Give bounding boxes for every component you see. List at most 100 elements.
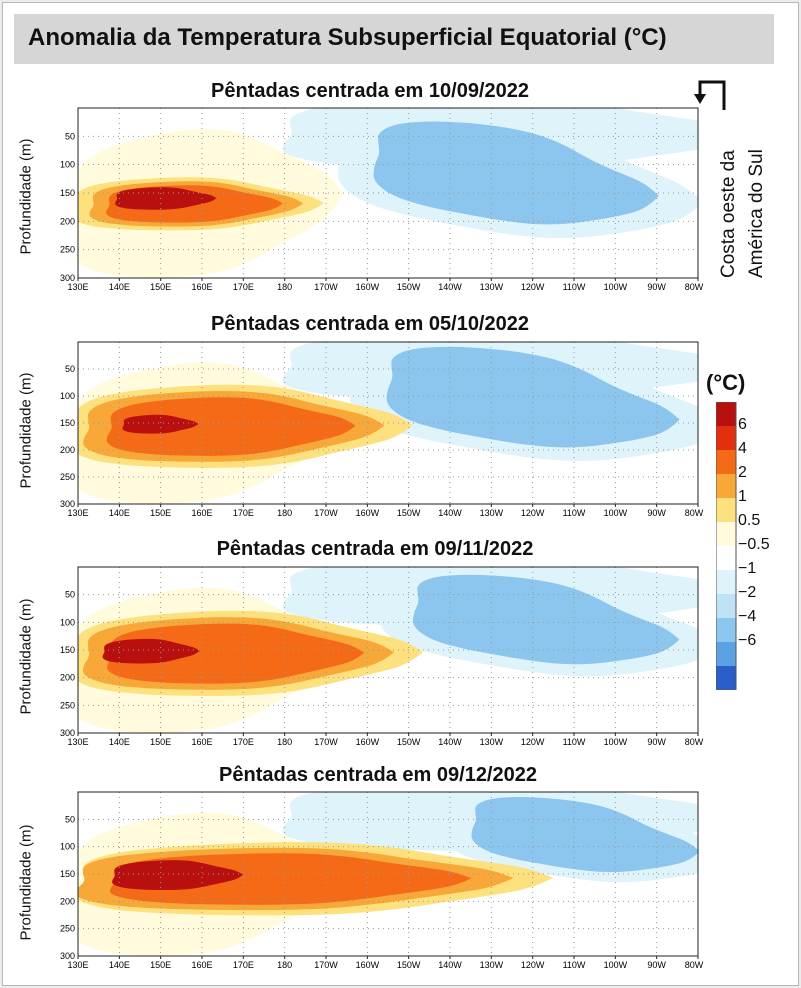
x-tick-label: 160E [191,508,212,518]
y-tick-label: 300 [60,728,75,738]
colorbar-tick-label: 4 [738,440,747,457]
y-tick-label: 50 [65,814,75,824]
colorbar-swatch [716,546,736,571]
colorbar-tick-label: −4 [738,608,757,625]
x-tick-label: 140W [438,737,462,747]
heatmap-panel-2: 130E 140E 150E 160E 170E 180 170W 160W 150W 140W 1… [60,341,704,518]
y-tick-label: 200 [60,445,75,455]
y-tick-label: 50 [65,364,75,374]
panel-title-1: Pêntadas centrada em 10/09/2022 [211,80,529,102]
heatmap-panel-4: 130E 140E 150E 160E 170E 180 170W 160W 150W 140W 1… [60,791,704,970]
x-tick-label: 160E [191,282,212,292]
x-tick-label: 160E [191,960,212,970]
anomaly-contour [115,187,217,210]
x-tick-label: 150E [150,282,171,292]
x-tick-label: 100W [604,737,628,747]
colorbar-tick-label: −0.5 [738,536,770,553]
x-tick-label: 170E [233,508,254,518]
x-tick-label: 170W [314,508,338,518]
anomaly-contour [107,623,365,684]
x-tick-label: 120W [521,960,545,970]
x-tick-label: 130E [67,282,88,292]
x-tick-label: 180 [277,508,292,518]
x-tick-label: 130W [480,282,504,292]
heatmap-panel-3: 130E 140E 150E 160E 170E 180 170W 160W 150W 140W 1… [60,566,704,747]
x-tick-label: 120W [521,737,545,747]
x-tick-label: 130E [67,960,88,970]
coast-arrow-icon [694,80,726,110]
y-tick-label: 250 [60,700,75,710]
heatmap-svg: 130E 140E 150E 160E 170E 180 170W 160W 150W 140W 1… [60,341,704,518]
x-tick-label: 170E [233,282,254,292]
x-tick-label: 100W [604,508,628,518]
y-tick-label: 250 [60,245,75,255]
y-axis-label-3: Profundidade (m) [17,598,35,715]
x-tick-label: 130W [480,960,504,970]
colorbar-tick-label: −2 [738,584,757,601]
x-tick-label: 150E [150,737,171,747]
x-tick-label: 90W [647,960,666,970]
y-tick-label: 150 [60,418,75,428]
x-tick-label: 140E [109,508,130,518]
x-tick-label: 120W [521,508,545,518]
colorbar [715,401,756,691]
anomaly-contour [373,121,659,225]
anomaly-contour [122,414,199,434]
y-tick-label: 200 [60,896,75,906]
x-tick-label: 180 [277,282,292,292]
x-tick-label: 110W [563,737,586,747]
colorbar-swatch [716,522,736,547]
y-tick-label: 50 [65,131,75,141]
x-tick-label: 150W [397,508,421,518]
y-tick-label: 150 [60,869,75,879]
y-tick-label: 100 [60,617,75,627]
x-tick-label: 150E [150,960,171,970]
x-tick-label: 150W [397,737,421,747]
colorbar-swatch [716,450,736,475]
x-tick-label: 90W [647,737,666,747]
x-tick-label: 130E [67,508,88,518]
y-tick-label: 300 [60,273,75,283]
x-tick-label: 90W [647,282,666,292]
y-tick-label: 200 [60,673,75,683]
anomaly-contour [112,860,244,891]
x-tick-label: 170W [314,737,338,747]
colorbar-swatch [716,402,736,427]
panel-title-2: Pêntadas centrada em 05/10/2022 [211,313,529,335]
colorbar-swatch [716,666,736,691]
x-tick-label: 160W [356,508,380,518]
colorbar-swatch [716,642,736,667]
x-tick-label: 150W [397,960,421,970]
heatmap-panel-1: 130E 140E 150E 160E 170E 180 170W 160W 150W 140W 1… [60,107,704,292]
heatmap-svg: 130E 140E 150E 160E 170E 180 170W 160W 150W 140W 1… [60,566,704,747]
heatmap-svg: 130E 140E 150E 160E 170E 180 170W 160W 150W 140W 1… [60,791,704,970]
x-tick-label: 80W [685,508,704,518]
x-tick-label: 140W [438,282,462,292]
y-axis-label-1: Profundidade (m) [17,138,35,255]
colorbar-tick-label: −6 [738,632,757,649]
y-tick-label: 250 [60,924,75,934]
colorbar-swatch [716,474,736,499]
x-tick-label: 110W [563,508,586,518]
colorbar-tick-label: −1 [738,560,757,577]
anomaly-contour [106,397,356,456]
x-tick-label: 160E [191,737,212,747]
anomaly-contour [412,574,680,665]
x-tick-label: 100W [604,282,628,292]
y-tick-label: 300 [60,951,75,961]
x-tick-label: 90W [647,508,666,518]
x-tick-label: 130W [480,737,504,747]
x-tick-label: 80W [685,282,704,292]
coast-label-line1: Costa oeste da [718,150,739,278]
x-tick-label: 140E [109,960,130,970]
y-axis-label-4: Profundidade (m) [17,824,35,941]
colorbar-swatch [716,498,736,523]
colorbar-tick-label: 1 [738,488,747,505]
colorbar-swatch [716,426,736,451]
colorbar-tick-label: 6 [738,416,747,433]
y-tick-label: 300 [60,499,75,509]
x-tick-label: 130E [67,737,88,747]
y-tick-label: 100 [60,842,75,852]
panel-title-4: Pêntadas centrada em 09/12/2022 [219,764,537,786]
anomaly-contour [102,638,200,664]
